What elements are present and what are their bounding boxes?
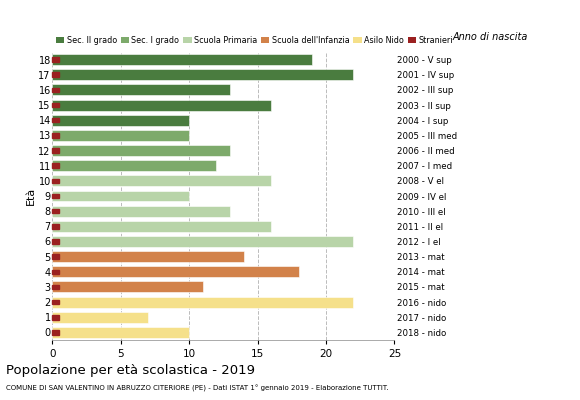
- Bar: [52, 300, 59, 304]
- Bar: [52, 100, 271, 110]
- Bar: [52, 285, 59, 289]
- Bar: [52, 282, 203, 292]
- Text: Anno di nascita: Anno di nascita: [452, 32, 528, 42]
- Y-axis label: Età: Età: [26, 187, 35, 205]
- Text: Popolazione per età scolastica - 2019: Popolazione per età scolastica - 2019: [6, 364, 255, 377]
- Bar: [52, 209, 59, 214]
- Bar: [52, 160, 216, 171]
- Bar: [52, 330, 59, 335]
- Bar: [52, 118, 59, 122]
- Bar: [52, 133, 59, 138]
- Bar: [52, 69, 353, 80]
- Bar: [52, 175, 271, 186]
- Bar: [52, 148, 59, 153]
- Bar: [52, 88, 59, 92]
- Bar: [52, 130, 189, 141]
- Bar: [52, 206, 230, 217]
- Bar: [52, 72, 59, 77]
- Bar: [52, 327, 189, 338]
- Bar: [52, 145, 230, 156]
- Text: COMUNE DI SAN VALENTINO IN ABRUZZO CITERIORE (PE) - Dati ISTAT 1° gennaio 2019 -: COMUNE DI SAN VALENTINO IN ABRUZZO CITER…: [6, 385, 388, 392]
- Bar: [52, 239, 59, 244]
- Bar: [52, 57, 59, 62]
- Bar: [52, 224, 59, 228]
- Bar: [52, 54, 312, 65]
- Bar: [52, 297, 353, 308]
- Bar: [52, 194, 59, 198]
- Bar: [52, 254, 59, 259]
- Legend: Sec. II grado, Sec. I grado, Scuola Primaria, Scuola dell'Infanzia, Asilo Nido, : Sec. II grado, Sec. I grado, Scuola Prim…: [56, 36, 453, 45]
- Bar: [52, 315, 59, 320]
- Bar: [52, 178, 59, 183]
- Bar: [52, 164, 59, 168]
- Bar: [52, 266, 299, 277]
- Bar: [52, 84, 230, 95]
- Bar: [52, 270, 59, 274]
- Bar: [52, 236, 353, 247]
- Bar: [52, 115, 189, 126]
- Bar: [52, 312, 148, 323]
- Bar: [52, 190, 189, 202]
- Bar: [52, 251, 244, 262]
- Bar: [52, 221, 271, 232]
- Bar: [52, 103, 59, 107]
